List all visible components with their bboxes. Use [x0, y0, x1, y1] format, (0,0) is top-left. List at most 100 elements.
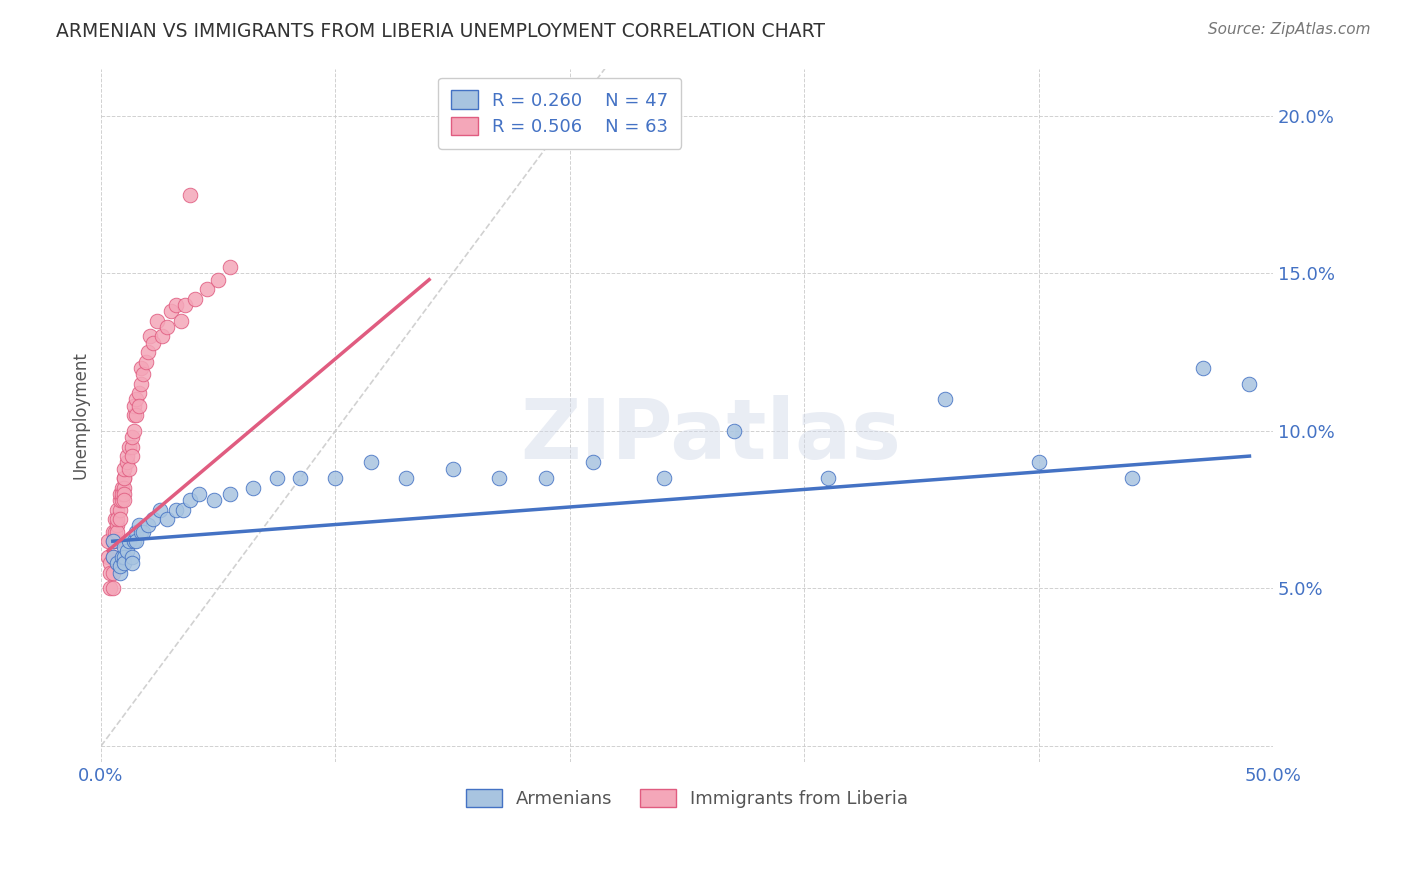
Point — [107, 524, 129, 539]
Point — [142, 335, 165, 350]
Point — [723, 424, 745, 438]
Point — [219, 260, 242, 274]
Point — [108, 566, 131, 580]
Point — [142, 512, 165, 526]
Point — [97, 549, 120, 564]
Point — [108, 502, 131, 516]
Point — [129, 376, 152, 391]
Point — [172, 502, 194, 516]
Point — [121, 549, 143, 564]
Point — [121, 430, 143, 444]
Point — [97, 534, 120, 549]
Point — [108, 559, 131, 574]
Point — [121, 440, 143, 454]
Point — [101, 534, 124, 549]
Point — [108, 512, 131, 526]
Point — [132, 367, 155, 381]
Point — [101, 566, 124, 580]
Point — [107, 512, 129, 526]
Point — [107, 502, 129, 516]
Point — [202, 493, 225, 508]
Text: ARMENIAN VS IMMIGRANTS FROM LIBERIA UNEMPLOYMENT CORRELATION CHART: ARMENIAN VS IMMIGRANTS FROM LIBERIA UNEM… — [56, 22, 825, 41]
Point — [488, 471, 510, 485]
Point — [129, 360, 152, 375]
Point — [104, 512, 127, 526]
Point — [207, 273, 229, 287]
Point — [111, 481, 134, 495]
Point — [121, 556, 143, 570]
Point — [114, 471, 136, 485]
Point — [149, 502, 172, 516]
Point — [536, 471, 558, 485]
Point — [114, 471, 136, 485]
Point — [582, 455, 605, 469]
Point — [242, 481, 264, 495]
Point — [114, 481, 136, 495]
Point — [174, 298, 197, 312]
Point — [195, 282, 218, 296]
Point — [136, 518, 159, 533]
Point — [1239, 376, 1261, 391]
Point — [118, 440, 141, 454]
Point — [125, 524, 148, 539]
Point — [188, 487, 211, 501]
Text: Source: ZipAtlas.com: Source: ZipAtlas.com — [1208, 22, 1371, 37]
Point — [184, 292, 207, 306]
Point — [156, 319, 179, 334]
Point — [179, 493, 201, 508]
Point — [122, 534, 145, 549]
Point — [104, 534, 127, 549]
Point — [101, 534, 124, 549]
Point — [114, 556, 136, 570]
Point — [118, 534, 141, 549]
Point — [170, 313, 193, 327]
Point — [160, 304, 183, 318]
Point — [121, 449, 143, 463]
Point — [150, 329, 173, 343]
Point — [1121, 471, 1143, 485]
Point — [100, 556, 122, 570]
Point — [114, 461, 136, 475]
Point — [114, 493, 136, 508]
Point — [122, 399, 145, 413]
Point — [122, 424, 145, 438]
Point — [114, 549, 136, 564]
Point — [165, 502, 187, 516]
Point — [108, 493, 131, 508]
Point — [101, 582, 124, 596]
Point — [100, 566, 122, 580]
Point — [139, 329, 162, 343]
Point — [128, 386, 150, 401]
Y-axis label: Unemployment: Unemployment — [72, 351, 89, 479]
Point — [652, 471, 675, 485]
Point — [104, 524, 127, 539]
Point — [360, 455, 382, 469]
Text: ZIPatlas: ZIPatlas — [520, 395, 901, 476]
Point — [325, 471, 347, 485]
Point — [107, 518, 129, 533]
Point — [132, 524, 155, 539]
Point — [219, 487, 242, 501]
Point — [125, 408, 148, 422]
Point — [934, 392, 956, 407]
Point — [101, 549, 124, 564]
Point — [100, 582, 122, 596]
Point — [125, 534, 148, 549]
Point — [101, 549, 124, 564]
Point — [817, 471, 839, 485]
Point — [290, 471, 312, 485]
Point — [108, 487, 131, 501]
Point — [122, 408, 145, 422]
Point — [179, 187, 201, 202]
Point — [111, 493, 134, 508]
Point — [101, 524, 124, 539]
Point — [441, 461, 464, 475]
Point — [1028, 455, 1050, 469]
Point — [135, 354, 157, 368]
Point — [125, 392, 148, 407]
Point — [111, 487, 134, 501]
Point — [107, 556, 129, 570]
Point — [266, 471, 288, 485]
Point — [129, 524, 152, 539]
Point — [118, 461, 141, 475]
